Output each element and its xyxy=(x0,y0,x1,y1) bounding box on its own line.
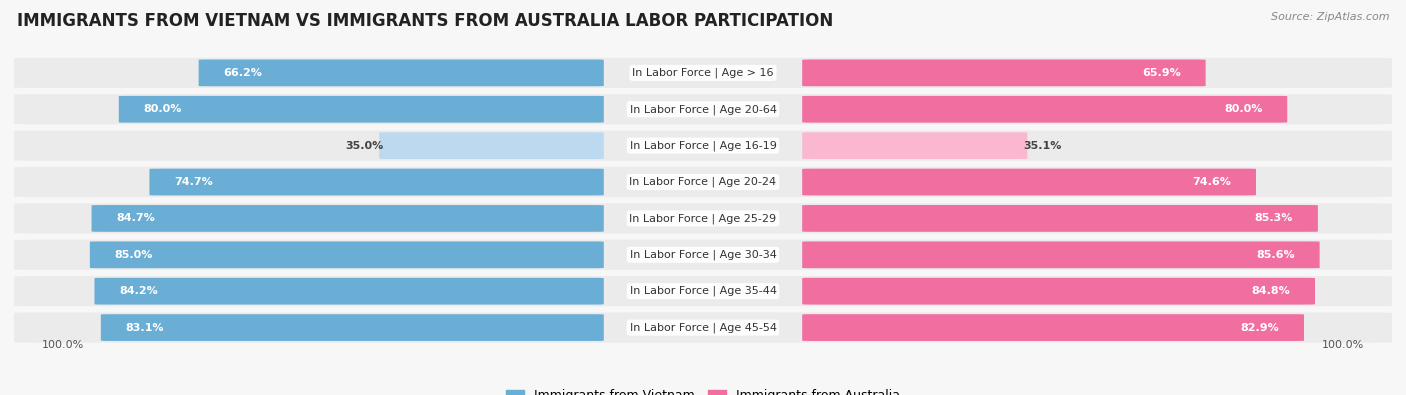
Text: 100.0%: 100.0% xyxy=(42,340,84,350)
Text: 84.8%: 84.8% xyxy=(1251,286,1291,296)
FancyBboxPatch shape xyxy=(101,314,603,341)
Text: Source: ZipAtlas.com: Source: ZipAtlas.com xyxy=(1271,12,1389,22)
Text: In Labor Force | Age 35-44: In Labor Force | Age 35-44 xyxy=(630,286,776,297)
FancyBboxPatch shape xyxy=(14,203,1392,233)
Text: 84.7%: 84.7% xyxy=(117,213,155,224)
FancyBboxPatch shape xyxy=(149,169,603,196)
FancyBboxPatch shape xyxy=(14,312,1392,343)
Text: IMMIGRANTS FROM VIETNAM VS IMMIGRANTS FROM AUSTRALIA LABOR PARTICIPATION: IMMIGRANTS FROM VIETNAM VS IMMIGRANTS FR… xyxy=(17,12,834,30)
FancyBboxPatch shape xyxy=(90,241,603,268)
FancyBboxPatch shape xyxy=(803,241,1320,268)
FancyBboxPatch shape xyxy=(14,58,1392,88)
Text: 85.0%: 85.0% xyxy=(115,250,153,260)
Text: 84.2%: 84.2% xyxy=(120,286,157,296)
FancyBboxPatch shape xyxy=(803,314,1303,341)
FancyBboxPatch shape xyxy=(803,96,1288,123)
Text: 100.0%: 100.0% xyxy=(1322,340,1364,350)
Text: 85.3%: 85.3% xyxy=(1254,213,1294,224)
FancyBboxPatch shape xyxy=(803,205,1317,232)
FancyBboxPatch shape xyxy=(118,96,603,123)
Text: 74.6%: 74.6% xyxy=(1192,177,1232,187)
Text: 82.9%: 82.9% xyxy=(1240,323,1279,333)
FancyBboxPatch shape xyxy=(803,60,1205,86)
FancyBboxPatch shape xyxy=(380,132,603,159)
Text: In Labor Force | Age 20-64: In Labor Force | Age 20-64 xyxy=(630,104,776,115)
FancyBboxPatch shape xyxy=(14,276,1392,306)
FancyBboxPatch shape xyxy=(198,60,603,86)
FancyBboxPatch shape xyxy=(14,130,1392,161)
Text: In Labor Force | Age > 16: In Labor Force | Age > 16 xyxy=(633,68,773,78)
Text: 66.2%: 66.2% xyxy=(224,68,263,78)
Text: 83.1%: 83.1% xyxy=(125,323,165,333)
FancyBboxPatch shape xyxy=(14,240,1392,270)
FancyBboxPatch shape xyxy=(14,167,1392,197)
Legend: Immigrants from Vietnam, Immigrants from Australia: Immigrants from Vietnam, Immigrants from… xyxy=(501,384,905,395)
Text: 65.9%: 65.9% xyxy=(1142,68,1181,78)
FancyBboxPatch shape xyxy=(94,278,603,305)
Text: 80.0%: 80.0% xyxy=(143,104,181,114)
Text: In Labor Force | Age 20-24: In Labor Force | Age 20-24 xyxy=(630,177,776,187)
FancyBboxPatch shape xyxy=(14,94,1392,124)
FancyBboxPatch shape xyxy=(803,169,1256,196)
FancyBboxPatch shape xyxy=(803,132,1028,159)
Text: In Labor Force | Age 30-34: In Labor Force | Age 30-34 xyxy=(630,250,776,260)
Text: In Labor Force | Age 45-54: In Labor Force | Age 45-54 xyxy=(630,322,776,333)
Text: 35.0%: 35.0% xyxy=(344,141,384,150)
Text: 35.1%: 35.1% xyxy=(1024,141,1062,150)
FancyBboxPatch shape xyxy=(803,278,1315,305)
Text: In Labor Force | Age 16-19: In Labor Force | Age 16-19 xyxy=(630,140,776,151)
Text: 85.6%: 85.6% xyxy=(1256,250,1295,260)
Text: 74.7%: 74.7% xyxy=(174,177,212,187)
Text: 80.0%: 80.0% xyxy=(1225,104,1263,114)
Text: In Labor Force | Age 25-29: In Labor Force | Age 25-29 xyxy=(630,213,776,224)
FancyBboxPatch shape xyxy=(91,205,603,232)
